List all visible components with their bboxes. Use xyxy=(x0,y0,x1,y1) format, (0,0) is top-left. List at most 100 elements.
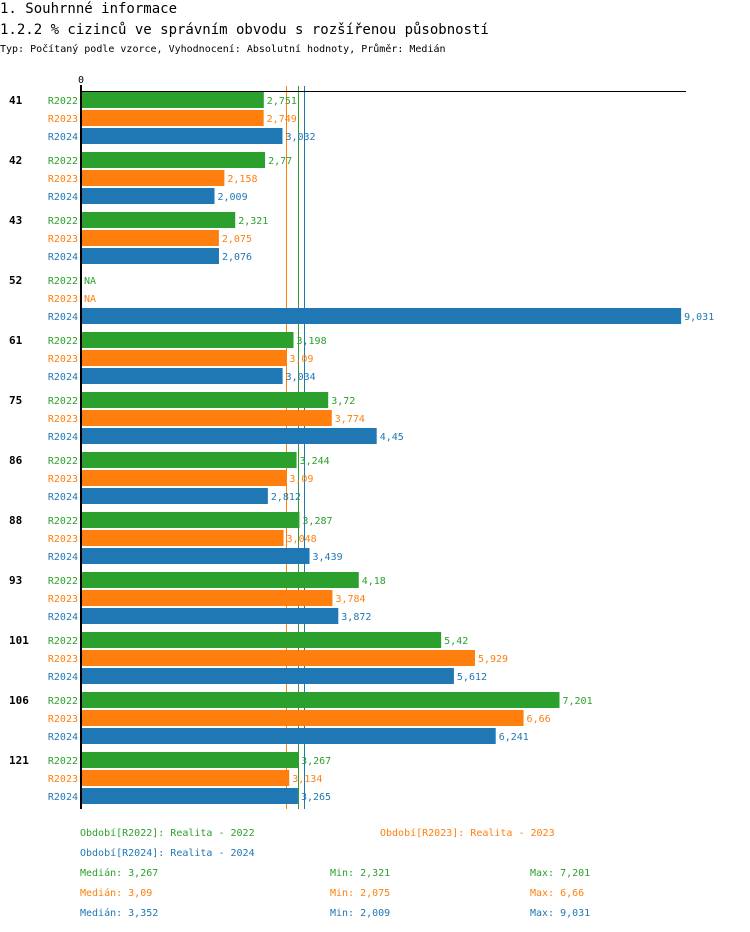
category-label: 42 xyxy=(9,154,22,167)
chart-subtitle: Typ: Počítaný podle vzorce, Vyhodnocení:… xyxy=(0,44,446,55)
value-label: 3,72 xyxy=(331,396,355,407)
series-label: R2024 xyxy=(48,192,78,203)
series-label: R2024 xyxy=(48,132,78,143)
series-label: R2024 xyxy=(48,252,78,263)
bar-r2022-41 xyxy=(81,92,264,108)
value-label: 6,66 xyxy=(527,714,551,725)
bar-r2024-86 xyxy=(81,488,268,504)
value-label: 6,241 xyxy=(499,732,529,743)
bar-r2024-93 xyxy=(81,608,339,624)
series-label: R2023 xyxy=(48,354,78,365)
bar-r2023-86 xyxy=(81,470,287,486)
stat-median-r2023: Medián: 3,09 xyxy=(80,888,153,899)
bar-r2024-75 xyxy=(81,428,377,444)
value-label: 3,134 xyxy=(292,774,322,785)
stat-max-r2022: Max: 7,201 xyxy=(530,868,591,879)
bar-r2022-93 xyxy=(81,572,359,588)
value-label: 3,774 xyxy=(335,414,365,425)
value-label: 2,77 xyxy=(268,156,292,167)
value-label: 3,198 xyxy=(297,336,327,347)
value-label: 2,075 xyxy=(222,234,252,245)
series-label: R2024 xyxy=(48,432,78,443)
bar-r2023-42 xyxy=(81,170,225,186)
value-label: 9,031 xyxy=(684,312,714,323)
legend-entry-r2023: Období[R2023]: Realita - 2023 xyxy=(380,828,555,839)
value-label: 3,439 xyxy=(313,552,343,563)
stat-min-r2024: Min: 2,009 xyxy=(330,908,391,919)
category-label: 41 xyxy=(9,94,23,107)
series-label: R2024 xyxy=(48,492,78,503)
category-label: 88 xyxy=(9,514,22,527)
value-label: 7,201 xyxy=(563,696,593,707)
series-label: R2022 xyxy=(48,516,78,527)
bar-r2024-41 xyxy=(81,128,283,144)
stat-min-r2022: Min: 2,321 xyxy=(330,868,391,879)
value-label: 3,267 xyxy=(301,756,331,767)
chart-title: 1.2.2 % cizinců ve správním obvodu s roz… xyxy=(0,22,489,38)
series-label: R2024 xyxy=(48,552,78,563)
value-label: 3,09 xyxy=(289,354,313,365)
category-label: 101 xyxy=(9,634,29,647)
bar-r2023-121 xyxy=(81,770,290,786)
series-label: R2022 xyxy=(48,96,78,107)
series-label: R2023 xyxy=(48,594,78,605)
series-label: R2022 xyxy=(48,216,78,227)
series-label: R2023 xyxy=(48,234,78,245)
bar-r2022-101 xyxy=(81,632,442,648)
series-label: R2023 xyxy=(48,114,78,125)
value-label-na: NA xyxy=(84,276,96,287)
series-label: R2023 xyxy=(48,714,78,725)
value-label: 5,42 xyxy=(444,636,468,647)
bar-r2022-121 xyxy=(81,752,299,768)
bar-r2024-121 xyxy=(81,788,298,804)
bar-r2023-75 xyxy=(81,410,332,426)
value-label: 2,812 xyxy=(271,492,301,503)
value-label: 4,45 xyxy=(380,432,404,443)
category-label: 43 xyxy=(9,214,22,227)
value-label: 3,287 xyxy=(302,516,332,527)
bar-r2022-43 xyxy=(81,212,236,228)
series-label: R2023 xyxy=(48,534,78,545)
series-label: R2023 xyxy=(48,174,78,185)
bar-r2022-61 xyxy=(81,332,294,348)
value-label: 3,048 xyxy=(287,534,317,545)
legend-entry-r2022: Období[R2022]: Realita - 2022 xyxy=(80,828,255,839)
value-label: 4,18 xyxy=(362,576,386,587)
legend-entry-r2024: Období[R2024]: Realita - 2024 xyxy=(80,848,255,859)
bar-r2022-75 xyxy=(81,392,329,408)
series-label: R2022 xyxy=(48,576,78,587)
value-label: 2,076 xyxy=(222,252,252,263)
stat-min-r2023: Min: 2,075 xyxy=(330,888,391,899)
section-heading: 1. Souhrnné informace xyxy=(0,1,178,17)
stat-median-r2022: Medián: 3,267 xyxy=(80,868,159,879)
value-label: 2,751 xyxy=(267,96,297,107)
value-label: 3,244 xyxy=(300,456,330,467)
category-label: 121 xyxy=(9,754,29,767)
bar-r2024-52 xyxy=(81,308,682,324)
bar-r2024-88 xyxy=(81,548,310,564)
value-label: 2,009 xyxy=(217,192,247,203)
series-label: R2024 xyxy=(48,732,78,743)
bar-r2024-61 xyxy=(81,368,283,384)
series-label: R2024 xyxy=(48,672,78,683)
value-label: 2,158 xyxy=(227,174,257,185)
bar-r2023-101 xyxy=(81,650,475,666)
series-label: R2023 xyxy=(48,474,78,485)
bar-r2022-88 xyxy=(81,512,300,528)
series-label: R2022 xyxy=(48,156,78,167)
category-label: 106 xyxy=(9,694,29,707)
value-label: 3,872 xyxy=(341,612,371,623)
series-label: R2022 xyxy=(48,396,78,407)
bar-r2023-61 xyxy=(81,350,287,366)
bar-r2023-41 xyxy=(81,110,264,126)
bar-r2024-106 xyxy=(81,728,496,744)
value-label: 3,265 xyxy=(301,792,331,803)
x-tick-label: 0 xyxy=(78,75,84,86)
series-label: R2022 xyxy=(48,696,78,707)
series-label: R2024 xyxy=(48,372,78,383)
bar-r2022-106 xyxy=(81,692,560,708)
value-label: 3,784 xyxy=(335,594,365,605)
category-label: 52 xyxy=(9,274,22,287)
category-label: 86 xyxy=(9,454,23,467)
